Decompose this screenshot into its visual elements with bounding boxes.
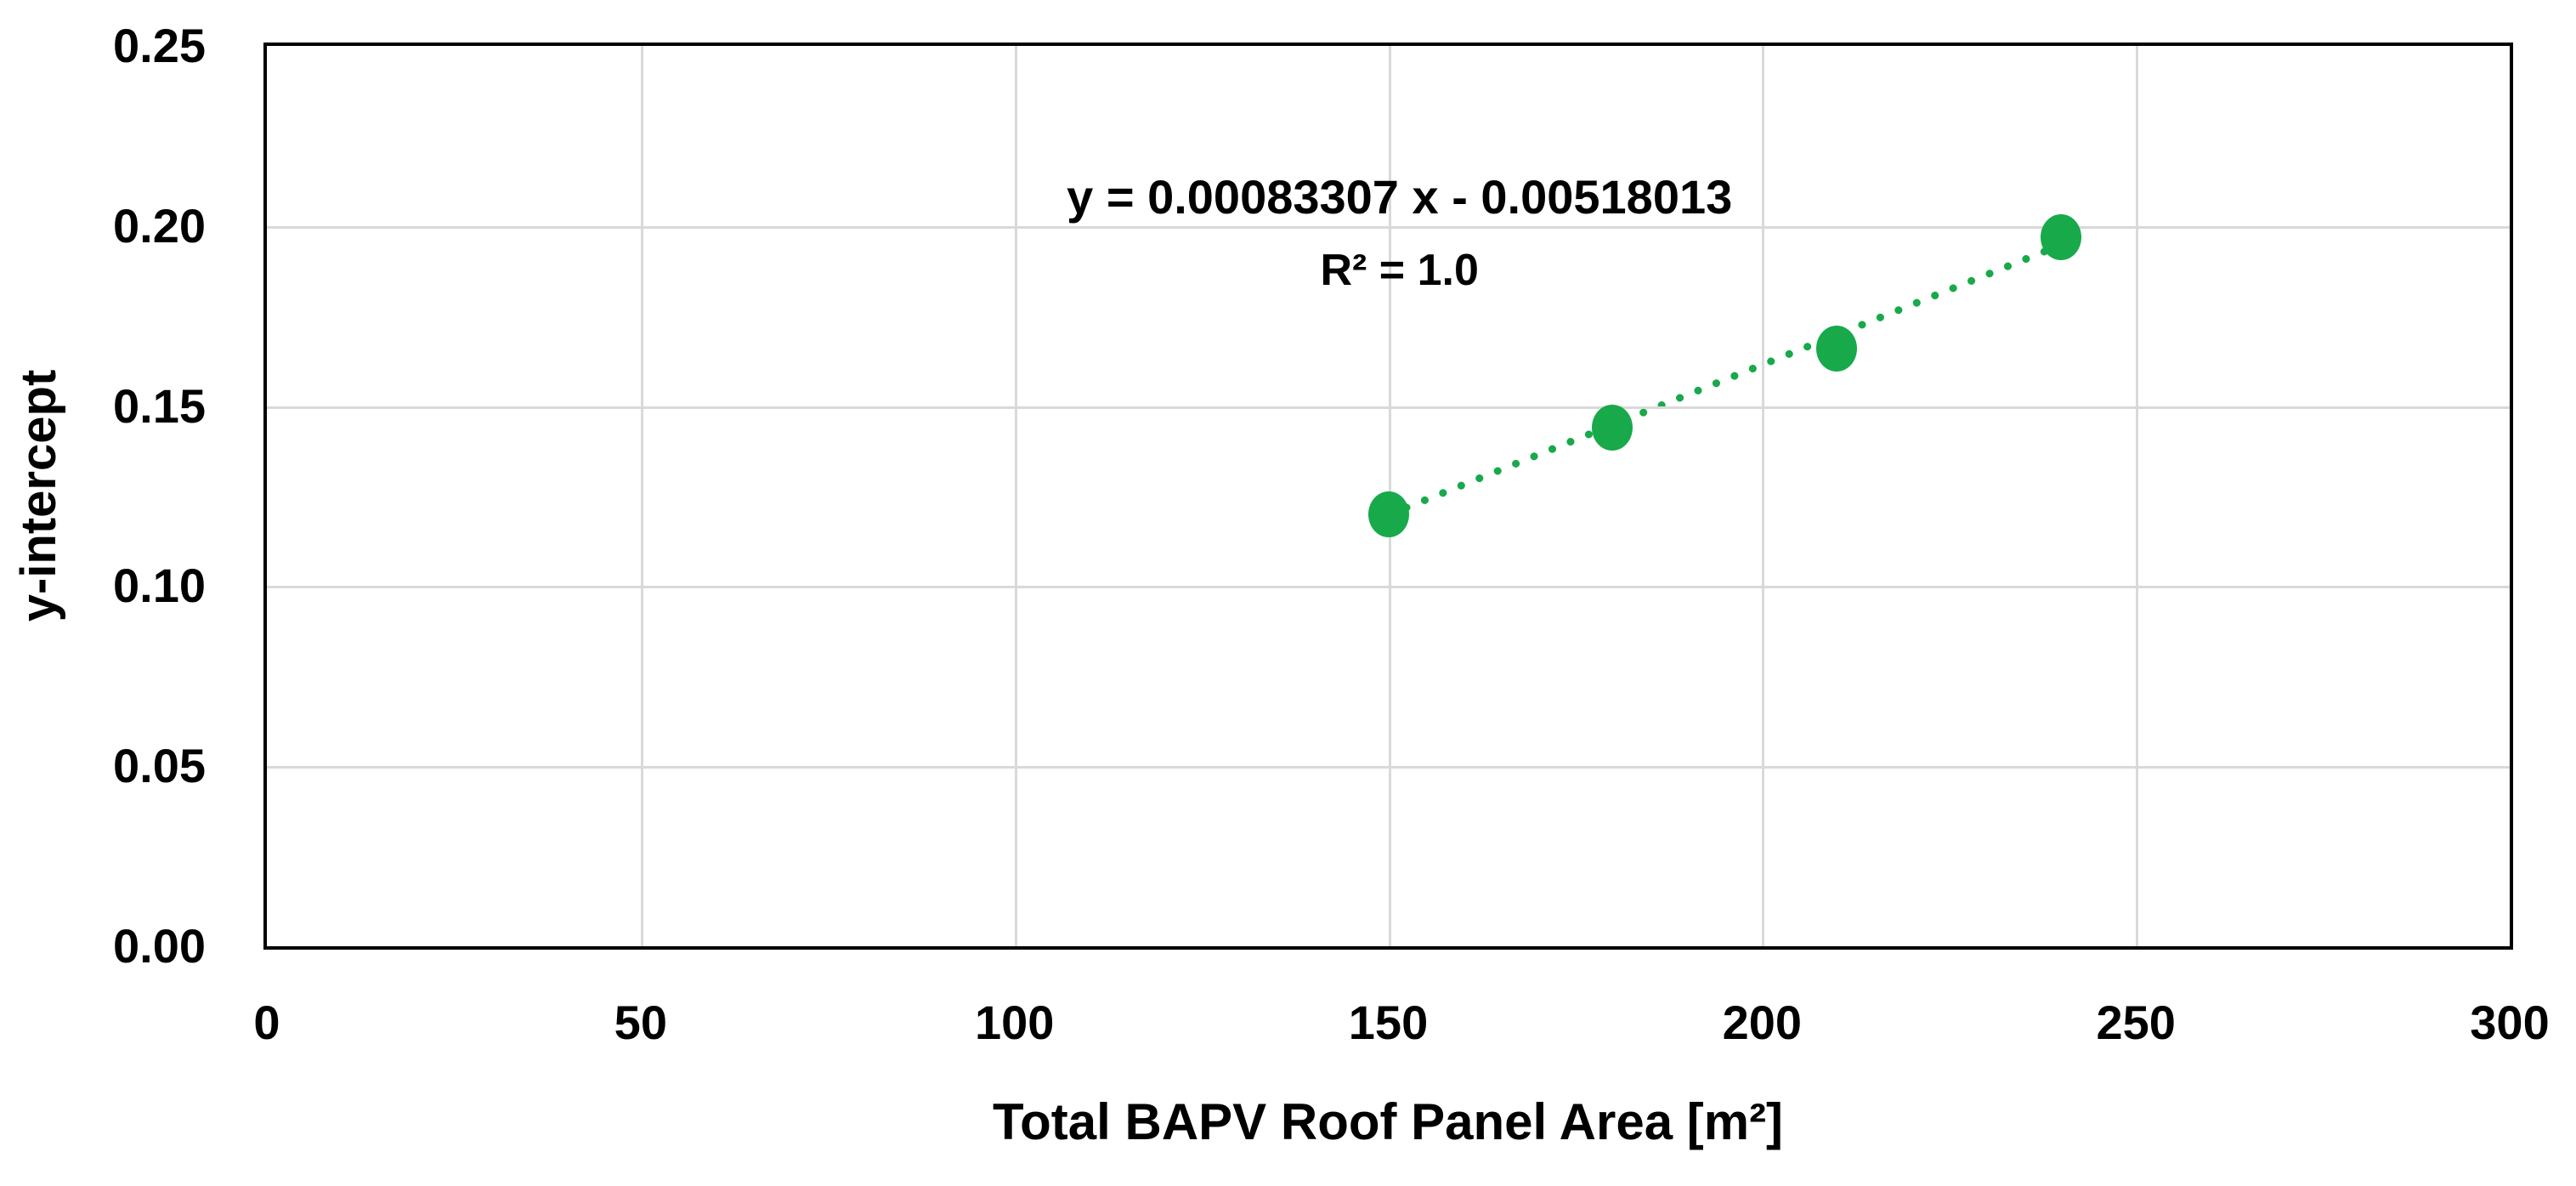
trendline-equation-label: y = 0.00083307 x - 0.00518013 xyxy=(1067,170,1733,224)
plot-area: 0.00 0.05 0.10 0.15 0.20 0.25 0 50 100 150 200 250 3… xyxy=(113,22,2550,1047)
y-axis-tick-label: 0.15 xyxy=(113,378,206,433)
y-axis-tick-label: 0.10 xyxy=(113,559,206,613)
trendline xyxy=(1384,241,2065,519)
trendline-svg xyxy=(1384,241,2065,519)
data-point-marker xyxy=(1592,405,1633,451)
x-axis-tick-label: 150 xyxy=(1348,996,1429,1049)
data-point-marker xyxy=(1816,325,1858,372)
y-axis-tick-label: 0.20 xyxy=(113,198,206,253)
y-axis-tick-label: 0.25 xyxy=(113,19,206,72)
x-axis-tick-label: 300 xyxy=(2470,996,2550,1049)
data-point-marker xyxy=(1367,491,1409,537)
x-axis-tick-label: 100 xyxy=(974,996,1055,1049)
x-axis-tick-label: 50 xyxy=(614,996,667,1049)
x-axis-tick-label: 200 xyxy=(1722,996,1803,1049)
y-axis-tick-label: 0.00 xyxy=(113,919,206,973)
gridline-vertical xyxy=(1762,46,1765,946)
y-axis-tick-label: 0.05 xyxy=(113,739,206,793)
r-squared-label: R² = 1.0 xyxy=(1320,246,1479,295)
data-point-marker xyxy=(2041,213,2082,260)
y-axis-title: y-intercept xyxy=(11,369,66,622)
gridline-vertical xyxy=(1014,46,1017,946)
trendline-annotation: y = 0.00083307 x - 0.00518013 R² = 1.0 xyxy=(1067,170,1733,295)
x-axis-title: Total BAPV Roof Panel Area [m²] xyxy=(992,1093,1784,1150)
x-axis-tick-label: 250 xyxy=(2096,996,2176,1049)
x-axis-tick-label: 0 xyxy=(253,996,280,1049)
gridline-vertical xyxy=(640,46,643,946)
gridline-vertical xyxy=(2136,46,2139,946)
